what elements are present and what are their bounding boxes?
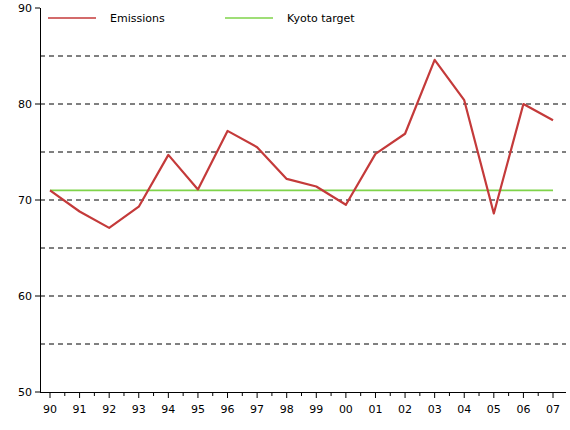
x-tick-label: 97 <box>250 403 264 416</box>
y-tick <box>35 104 40 105</box>
x-tick <box>286 392 287 398</box>
y-axis <box>40 8 41 392</box>
minor-grid-line <box>40 56 566 57</box>
y-tick-label: 50 <box>18 386 32 399</box>
x-tick-label: 06 <box>516 403 530 416</box>
x-tick <box>345 392 346 398</box>
x-tick <box>553 392 554 398</box>
minor-grid-line <box>40 344 566 345</box>
series-line <box>50 190 553 192</box>
x-tick-label: 94 <box>161 403 175 416</box>
y-tick <box>35 392 40 393</box>
x-tick <box>138 392 139 398</box>
x-tick-label: 03 <box>428 403 442 416</box>
grid-line <box>40 296 566 297</box>
x-tick <box>227 392 228 398</box>
x-minor-tick <box>360 392 361 396</box>
y-tick-label: 60 <box>18 290 32 303</box>
x-tick-label: 99 <box>309 403 323 416</box>
legend-swatch <box>225 17 273 19</box>
minor-grid-line <box>40 248 566 249</box>
x-tick-label: 92 <box>102 403 116 416</box>
x-minor-tick <box>508 392 509 396</box>
x-tick-label: 91 <box>73 403 87 416</box>
x-minor-tick <box>242 392 243 396</box>
series-line <box>50 60 553 228</box>
x-tick <box>109 392 110 398</box>
chart: 50 60 70 80 90 90 91 92 93 94 95 96 97 98 99 00 01 02 03 04… <box>0 0 570 430</box>
x-minor-tick <box>271 392 272 396</box>
x-tick-label: 93 <box>132 403 146 416</box>
grid-line <box>40 200 566 201</box>
x-tick-label: 95 <box>191 403 205 416</box>
y-tick-label: 90 <box>18 2 32 15</box>
y-tick-label: 70 <box>18 194 32 207</box>
x-tick <box>257 392 258 398</box>
x-tick <box>197 392 198 398</box>
x-tick-label: 07 <box>546 403 560 416</box>
x-tick-label: 90 <box>43 403 57 416</box>
x-minor-tick <box>94 392 95 396</box>
legend-label: Kyoto target <box>287 12 355 25</box>
series-group <box>50 60 553 228</box>
x-tick <box>375 392 376 398</box>
x-tick-label: 98 <box>280 403 294 416</box>
x-minor-tick <box>449 392 450 396</box>
x-tick <box>316 392 317 398</box>
x-tick <box>464 392 465 398</box>
x-tick <box>168 392 169 398</box>
x-minor-tick <box>390 392 391 396</box>
x-minor-tick <box>301 392 302 396</box>
grid-line <box>40 104 566 105</box>
x-minor-tick <box>64 392 65 396</box>
y-tick-label: 80 <box>18 98 32 111</box>
x-tick <box>50 392 51 398</box>
x-tick <box>434 392 435 398</box>
x-minor-tick <box>479 392 480 396</box>
x-minor-tick <box>183 392 184 396</box>
x-tick <box>523 392 524 398</box>
x-minor-tick <box>153 392 154 396</box>
x-tick-label: 05 <box>487 403 501 416</box>
minor-grid-line <box>40 152 566 153</box>
x-tick-label: 02 <box>398 403 412 416</box>
y-tick <box>35 200 40 201</box>
legend-swatch <box>48 17 96 19</box>
x-tick-label: 01 <box>368 403 382 416</box>
x-axis <box>40 392 566 393</box>
x-minor-tick <box>419 392 420 396</box>
x-tick-label: 96 <box>221 403 235 416</box>
x-tick-label: 00 <box>339 403 353 416</box>
x-minor-tick <box>538 392 539 396</box>
legend-label: Emissions <box>110 12 165 25</box>
x-minor-tick <box>123 392 124 396</box>
y-tick <box>35 8 40 9</box>
x-tick <box>493 392 494 398</box>
x-tick <box>79 392 80 398</box>
x-tick-label: 04 <box>457 403 471 416</box>
chart-container: 50 60 70 80 90 90 91 92 93 94 95 96 97 98 99 00 01 02 03 04… <box>0 0 570 430</box>
y-tick <box>35 296 40 297</box>
x-minor-tick <box>331 392 332 396</box>
x-minor-tick <box>212 392 213 396</box>
x-tick <box>405 392 406 398</box>
